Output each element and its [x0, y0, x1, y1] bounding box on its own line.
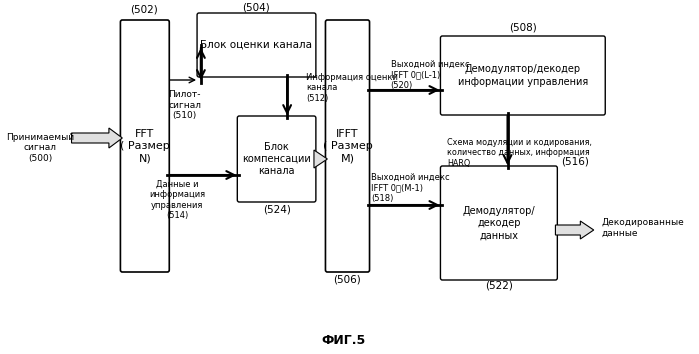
- Text: Декодированные
данные: Декодированные данные: [601, 218, 684, 238]
- Text: (524): (524): [263, 205, 291, 215]
- FancyBboxPatch shape: [440, 166, 557, 280]
- Text: (506): (506): [333, 275, 361, 285]
- Text: Информация оценки
канала
(512): Информация оценки канала (512): [306, 73, 398, 103]
- FancyBboxPatch shape: [440, 36, 605, 115]
- Text: Принимаемый
сигнал
(500): Принимаемый сигнал (500): [6, 133, 74, 163]
- FancyBboxPatch shape: [120, 20, 169, 272]
- Polygon shape: [71, 128, 122, 148]
- Text: Демодулятор/декодер
информации управления: Демодулятор/декодер информации управлени…: [458, 64, 588, 87]
- Polygon shape: [556, 221, 593, 239]
- FancyBboxPatch shape: [197, 13, 316, 77]
- Text: Данные и
информация
управления
(514): Данные и информация управления (514): [149, 180, 205, 220]
- FancyBboxPatch shape: [326, 20, 370, 272]
- Text: Блок
компенсации
канала: Блок компенсации канала: [243, 142, 311, 176]
- FancyBboxPatch shape: [237, 116, 316, 202]
- Text: (508): (508): [509, 23, 537, 33]
- Text: (502): (502): [131, 5, 158, 15]
- Text: (516): (516): [561, 157, 589, 167]
- Text: Выходной индекс
IFFT 0～(M-1)
(518): Выходной индекс IFFT 0～(M-1) (518): [371, 173, 450, 203]
- Text: ФИГ.5: ФИГ.5: [322, 333, 366, 347]
- Text: Выходной индекс
IFFT 0～(L-1)
(520): Выходной индекс IFFT 0～(L-1) (520): [391, 60, 469, 90]
- Text: IFFT
( Размер
M): IFFT ( Размер M): [323, 129, 373, 164]
- Text: (504): (504): [243, 3, 271, 13]
- Text: FFT
( Размер
N): FFT ( Размер N): [120, 129, 170, 164]
- Text: (522): (522): [485, 280, 513, 290]
- Text: Схема модуляции и кодирования,
количество данных, информация
HARQ: Схема модуляции и кодирования, количеств…: [447, 138, 592, 168]
- Text: Блок оценки канала: Блок оценки канала: [201, 40, 312, 50]
- Text: Демодулятор/
декодер
данных: Демодулятор/ декодер данных: [463, 206, 535, 240]
- Text: Пилот-
сигнал
(510): Пилот- сигнал (510): [168, 90, 201, 120]
- Polygon shape: [314, 150, 327, 168]
